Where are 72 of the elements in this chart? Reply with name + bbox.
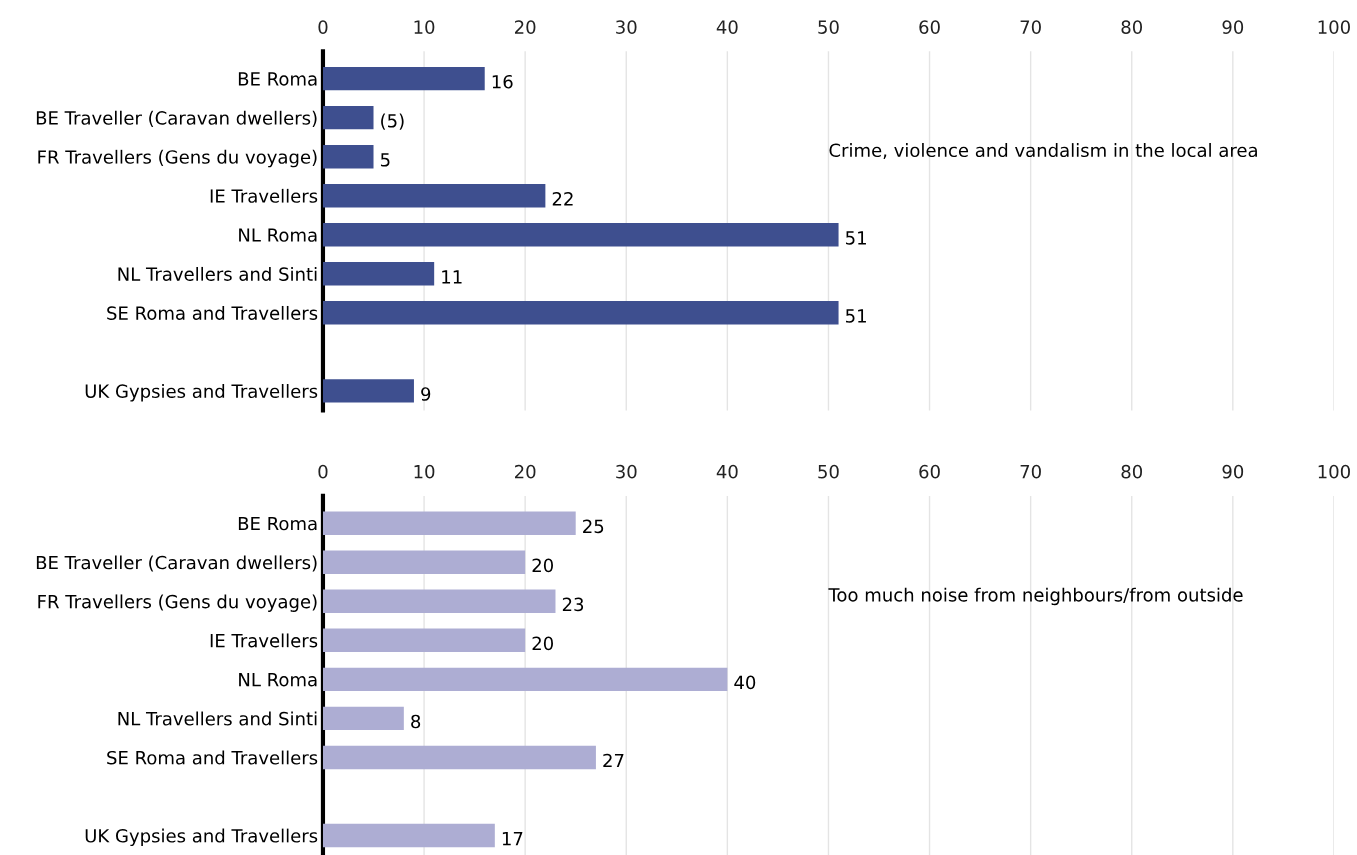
- bar: [322, 105, 374, 130]
- bar: [322, 301, 839, 325]
- data-label: 51: [846, 231, 866, 245]
- x-tick-label: 80: [1121, 464, 1143, 479]
- x-tick-label: 20: [514, 464, 536, 479]
- x-tick-label: 30: [616, 20, 637, 34]
- data-label: 20: [532, 636, 553, 651]
- data-label: 22: [552, 191, 573, 206]
- bar: [322, 745, 596, 770]
- data-label: 16: [492, 74, 513, 89]
- bar: [322, 667, 728, 692]
- bar: [322, 66, 485, 91]
- x-tick-label: 40: [716, 464, 738, 479]
- data-label: 8: [411, 714, 421, 729]
- x-tick-label: 70: [1020, 464, 1041, 479]
- y-tick-label: UK Gypsies and Travellers: [85, 828, 318, 847]
- x-tick-label: 50: [818, 20, 839, 34]
- x-tick-label: 40: [716, 20, 738, 34]
- bar: [322, 550, 526, 574]
- bar: [322, 706, 404, 731]
- y-tick-label: SE Roma and Travellers: [107, 750, 318, 765]
- x-tick-label: 30: [616, 464, 637, 479]
- data-label: 20: [532, 558, 553, 573]
- data-label: 17: [502, 831, 523, 846]
- data-label: 9: [421, 387, 431, 401]
- x-tick-label: 100: [1318, 464, 1350, 479]
- bar: [322, 379, 414, 403]
- y-tick-label: NL Roma: [239, 228, 317, 242]
- x-tick-label: 80: [1121, 20, 1143, 34]
- y-tick-label: IE Travellers: [210, 633, 318, 648]
- y-tick-label: SE Roma and Travellers: [107, 305, 318, 320]
- y-tick-label: BE Traveller (Caravan dwellers): [36, 555, 317, 572]
- x-tick-label: 10: [414, 20, 435, 34]
- y-tick-label: FR Travellers (Gens du voyage): [38, 594, 317, 612]
- data-label: 51: [846, 309, 866, 323]
- data-label: 40: [734, 675, 756, 690]
- y-tick-label: BE Roma: [238, 516, 317, 531]
- x-tick-label: 100: [1318, 20, 1350, 34]
- annotation: Crime, violence and vandalism in the local area: [829, 143, 1257, 159]
- data-label: 25: [583, 519, 604, 534]
- bar: [322, 184, 546, 208]
- bar: [322, 223, 839, 247]
- y-tick-label: NL Travellers and Sinti: [118, 266, 317, 281]
- data-label: 11: [442, 270, 462, 284]
- bar: [322, 262, 435, 286]
- x-tick-label: 0: [318, 20, 328, 34]
- x-tick-label: 10: [414, 464, 435, 479]
- x-tick-label: 90: [1222, 464, 1244, 479]
- bar: [322, 144, 374, 169]
- data-label: (5): [381, 113, 404, 130]
- x-tick-label: 0: [318, 464, 328, 479]
- bar: [322, 628, 526, 653]
- bar: [322, 823, 495, 848]
- x-tick-label: 90: [1222, 20, 1244, 34]
- data-label: 5: [380, 153, 390, 167]
- x-tick-label: 20: [514, 20, 536, 34]
- x-tick-label: 60: [919, 20, 940, 34]
- y-tick-label: BE Roma: [238, 72, 317, 86]
- y-tick-label: FR Travellers (Gens du voyage): [38, 149, 317, 168]
- y-tick-label: NL Travellers and Sinti: [118, 711, 317, 726]
- bar: [322, 589, 556, 613]
- data-label: 23: [562, 597, 584, 612]
- x-tick-label: 50: [818, 464, 839, 479]
- y-tick-label: BE Traveller (Caravan dwellers): [36, 110, 317, 127]
- x-tick-label: 70: [1020, 20, 1041, 34]
- y-tick-label: IE Travellers: [210, 188, 318, 203]
- data-label: 27: [603, 753, 624, 768]
- bar: [322, 511, 576, 535]
- y-tick-label: NL Roma: [239, 673, 317, 687]
- y-tick-label: UK Gypsies and Travellers: [85, 384, 318, 402]
- x-tick-label: 60: [919, 464, 940, 479]
- annotation: Too much noise from neighbours/from outside: [828, 587, 1243, 606]
